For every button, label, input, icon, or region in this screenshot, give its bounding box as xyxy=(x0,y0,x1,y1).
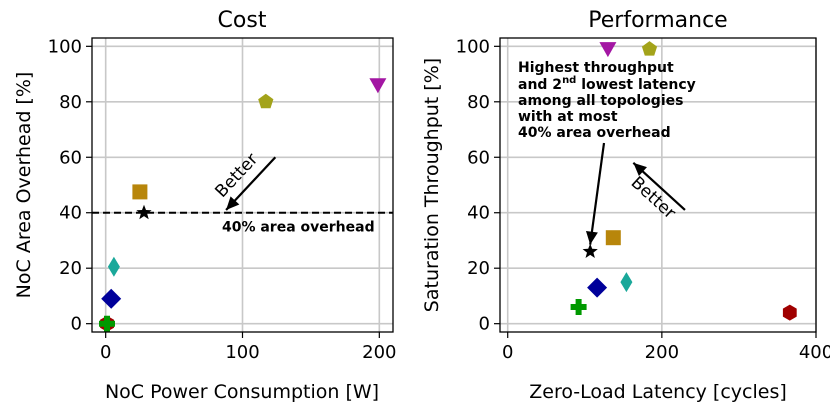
triangle-down-marker xyxy=(599,42,617,58)
triangle-down-marker xyxy=(369,78,387,94)
thin-diamond-marker xyxy=(107,256,120,277)
better-arrow-head xyxy=(633,162,647,177)
annotation-line-1: Highest throughput xyxy=(518,60,674,76)
y-axis-label-cost: NoC Area Overhead [%] xyxy=(13,72,35,299)
square-marker xyxy=(132,184,148,200)
star-marker xyxy=(136,204,152,220)
x-tick-label: 0 xyxy=(100,342,111,363)
y-tick-label: 0 xyxy=(71,314,82,335)
pentagon-marker xyxy=(641,41,658,56)
annotation-pointer-head xyxy=(585,230,598,245)
annotation-pointer-shaft xyxy=(589,142,606,245)
y-tick-label: 80 xyxy=(59,92,82,113)
y-tick-label: 20 xyxy=(59,258,82,279)
diamond-marker xyxy=(101,288,122,309)
x-tick-label: 400 xyxy=(799,342,830,363)
x-axis-label-cost: NoC Power Consumption [W] xyxy=(105,381,379,403)
annotation-line-3: among all topologies xyxy=(518,93,683,109)
y-tick-label: 80 xyxy=(467,92,490,113)
y-axis-label-performance: Saturation Throughput [%] xyxy=(421,58,443,312)
x-axis-label-performance: Zero-Load Latency [cycles] xyxy=(529,381,787,403)
x-tick-label: 0 xyxy=(502,342,513,363)
thin-diamond-marker xyxy=(620,272,633,293)
panel-cost: 0 100 200 0 20 40 60 80 100 Cost NoC Power Consu… xyxy=(13,8,396,403)
highlight-annotation: Highest throughput and 2nd lowest latenc… xyxy=(518,60,696,245)
x-tick-label: 100 xyxy=(225,342,259,363)
panel-performance: 0 200 400 0 20 40 60 80 100 Performance Zero-Loa… xyxy=(421,8,830,403)
x-tick-label: 200 xyxy=(362,342,396,363)
reference-line-label: 40% area overhead xyxy=(222,220,375,236)
diamond-marker xyxy=(587,277,608,298)
plus-marker xyxy=(99,315,115,332)
plus-marker xyxy=(570,299,587,315)
y-tick-label: 40 xyxy=(467,203,490,224)
plot-frame-performance xyxy=(499,37,817,333)
annotation-line-2: and 2nd lowest latency xyxy=(518,75,696,93)
annotation-line-5: 40% area overhead xyxy=(518,125,671,141)
y-tick-label: 0 xyxy=(479,314,490,335)
y-tick-label: 60 xyxy=(59,147,82,168)
panel-title-cost: Cost xyxy=(218,8,267,33)
y-tick-label: 40 xyxy=(59,203,82,224)
square-marker xyxy=(605,230,621,246)
pentagon-marker xyxy=(258,93,274,109)
y-tick-label: 60 xyxy=(467,147,490,168)
y-tick-label: 100 xyxy=(456,36,490,57)
panel-title-performance: Performance xyxy=(588,8,727,33)
annotation-line-4: with at most xyxy=(518,109,618,125)
x-tick-label: 200 xyxy=(645,342,679,363)
star-marker xyxy=(582,243,598,258)
y-tick-label: 100 xyxy=(48,36,82,57)
better-arrow-head xyxy=(226,196,240,210)
hexagon-marker xyxy=(782,304,797,321)
y-tick-label: 20 xyxy=(467,258,490,279)
